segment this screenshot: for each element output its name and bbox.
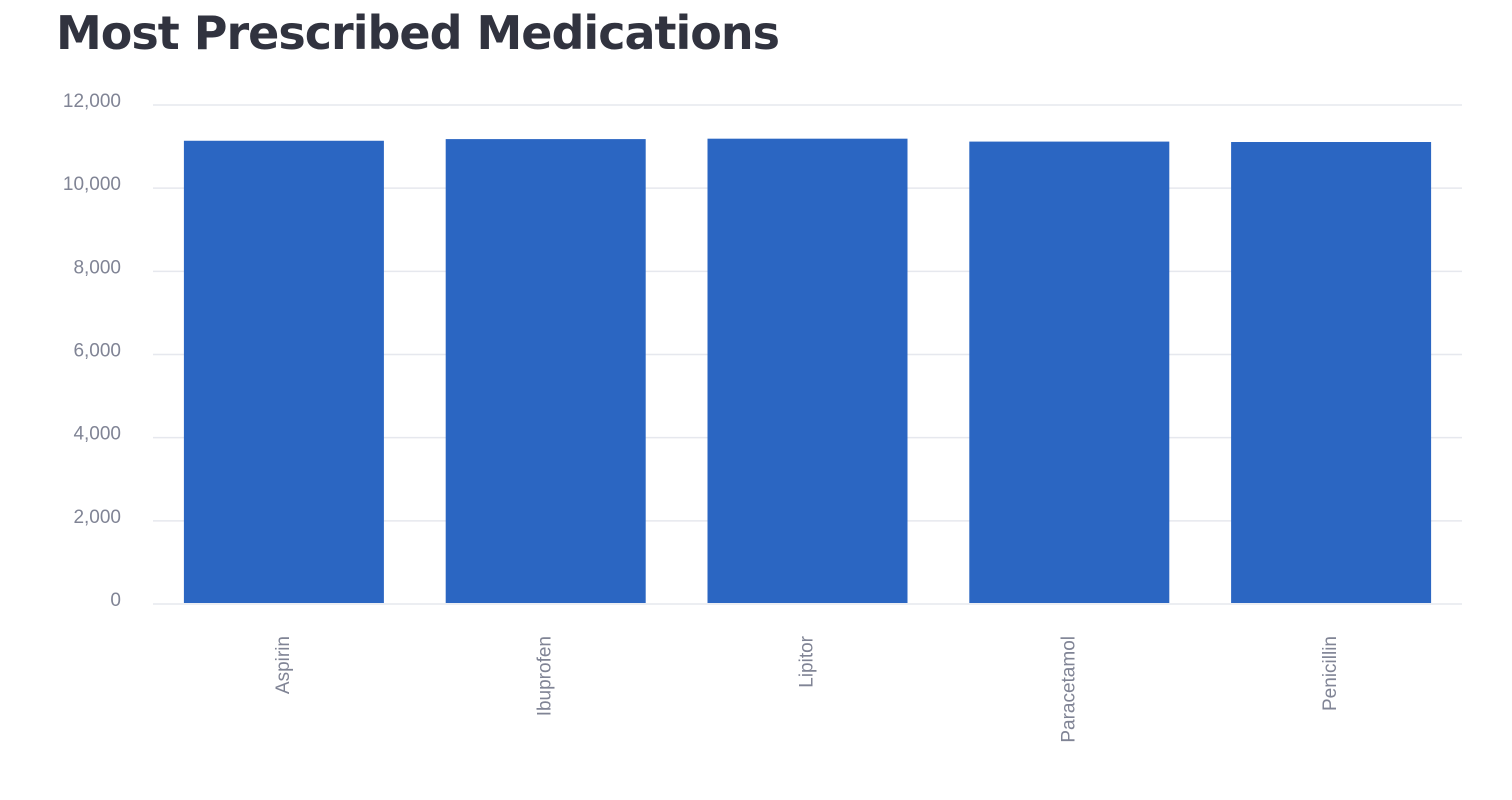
bar-lipitor[interactable] (707, 138, 908, 603)
bar-penicillin[interactable] (1231, 142, 1432, 604)
x-axis-labels: Aspirin Ibuprofen Lipitor Paracetamol Penici… (273, 635, 1341, 742)
y-tick-label: 0 (110, 590, 121, 611)
y-tick-label: 10,000 (63, 174, 121, 195)
x-tick-label: Ibuprofen (535, 636, 556, 716)
bar-paracetamol[interactable] (969, 141, 1170, 604)
chart-title: Most Prescribed Medications (56, 6, 780, 60)
x-tick-label: Paracetamol (1058, 636, 1079, 743)
y-tick-label: 2,000 (73, 507, 121, 528)
x-tick-label: Aspirin (273, 636, 294, 694)
bar-aspirin[interactable] (183, 140, 384, 604)
y-tick-label: 6,000 (73, 341, 121, 362)
y-axis-ticks: 0 2,000 4,000 6,000 8,000 10,000 12,000 (63, 91, 121, 611)
y-tick-label: 8,000 (73, 257, 121, 278)
y-tick-label: 4,000 (73, 424, 121, 445)
x-tick-label: Penicillin (1320, 636, 1341, 711)
bar-ibuprofen[interactable] (445, 139, 646, 603)
y-tick-label: 12,000 (63, 91, 121, 112)
bars (183, 138, 1432, 604)
x-tick-label: Lipitor (797, 635, 818, 687)
